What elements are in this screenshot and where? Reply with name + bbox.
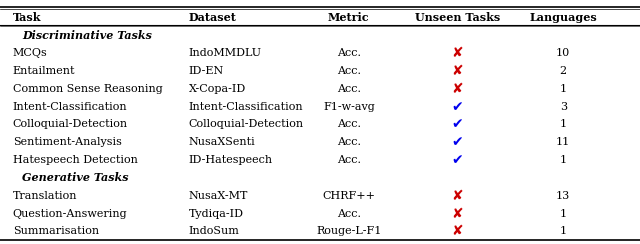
Text: CHRF++: CHRF++: [323, 191, 375, 201]
Text: 13: 13: [556, 191, 570, 201]
Text: Colloquial-Detection: Colloquial-Detection: [189, 120, 304, 129]
Text: Rouge-L-F1: Rouge-L-F1: [316, 226, 381, 236]
Text: ✘: ✘: [452, 207, 463, 221]
Text: F1-w-avg: F1-w-avg: [323, 102, 374, 112]
Text: 11: 11: [556, 137, 570, 147]
Text: ✘: ✘: [452, 189, 463, 203]
Text: ✘: ✘: [452, 64, 463, 78]
Text: Unseen Tasks: Unseen Tasks: [415, 12, 500, 23]
Text: IndoSum: IndoSum: [189, 226, 239, 236]
Text: Acc.: Acc.: [337, 137, 361, 147]
Text: 10: 10: [556, 48, 570, 58]
Text: ✘: ✘: [452, 46, 463, 60]
Text: ID-EN: ID-EN: [189, 66, 224, 76]
Text: X-Copa-ID: X-Copa-ID: [189, 84, 246, 94]
Text: Sentiment-Analysis: Sentiment-Analysis: [13, 137, 122, 147]
Text: Discriminative Tasks: Discriminative Tasks: [22, 30, 152, 41]
Text: Languages: Languages: [529, 12, 597, 23]
Text: Summarisation: Summarisation: [13, 226, 99, 236]
Text: ✘: ✘: [452, 224, 463, 238]
Text: Acc.: Acc.: [337, 120, 361, 129]
Text: 1: 1: [559, 209, 567, 219]
Text: ✔: ✔: [452, 153, 463, 167]
Text: Colloquial-Detection: Colloquial-Detection: [13, 120, 128, 129]
Text: 1: 1: [559, 120, 567, 129]
Text: ID-Hatespeech: ID-Hatespeech: [189, 155, 273, 165]
Text: ✘: ✘: [452, 82, 463, 96]
Text: 3: 3: [559, 102, 567, 112]
Text: IndoMMDLU: IndoMMDLU: [189, 48, 262, 58]
Text: NusaX-MT: NusaX-MT: [189, 191, 248, 201]
Text: Intent-Classification: Intent-Classification: [189, 102, 303, 112]
Text: ✔: ✔: [452, 100, 463, 114]
Text: Metric: Metric: [328, 12, 370, 23]
Text: Acc.: Acc.: [337, 84, 361, 94]
Text: Common Sense Reasoning: Common Sense Reasoning: [13, 84, 163, 94]
Text: Dataset: Dataset: [189, 12, 237, 23]
Text: Acc.: Acc.: [337, 48, 361, 58]
Text: 1: 1: [559, 226, 567, 236]
Text: MCQs: MCQs: [13, 48, 47, 58]
Text: Task: Task: [13, 12, 42, 23]
Text: Acc.: Acc.: [337, 66, 361, 76]
Text: Acc.: Acc.: [337, 209, 361, 219]
Text: Hatespeech Detection: Hatespeech Detection: [13, 155, 138, 165]
Text: Tydiqa-ID: Tydiqa-ID: [189, 209, 244, 219]
Text: ✔: ✔: [452, 135, 463, 149]
Text: Intent-Classification: Intent-Classification: [13, 102, 127, 112]
Text: NusaXSenti: NusaXSenti: [189, 137, 255, 147]
Text: 1: 1: [559, 84, 567, 94]
Text: Acc.: Acc.: [337, 155, 361, 165]
Text: 2: 2: [559, 66, 567, 76]
Text: Generative Tasks: Generative Tasks: [22, 173, 129, 183]
Text: Entailment: Entailment: [13, 66, 76, 76]
Text: 1: 1: [559, 155, 567, 165]
Text: ✔: ✔: [452, 117, 463, 132]
Text: Translation: Translation: [13, 191, 77, 201]
Text: Question-Answering: Question-Answering: [13, 209, 127, 219]
